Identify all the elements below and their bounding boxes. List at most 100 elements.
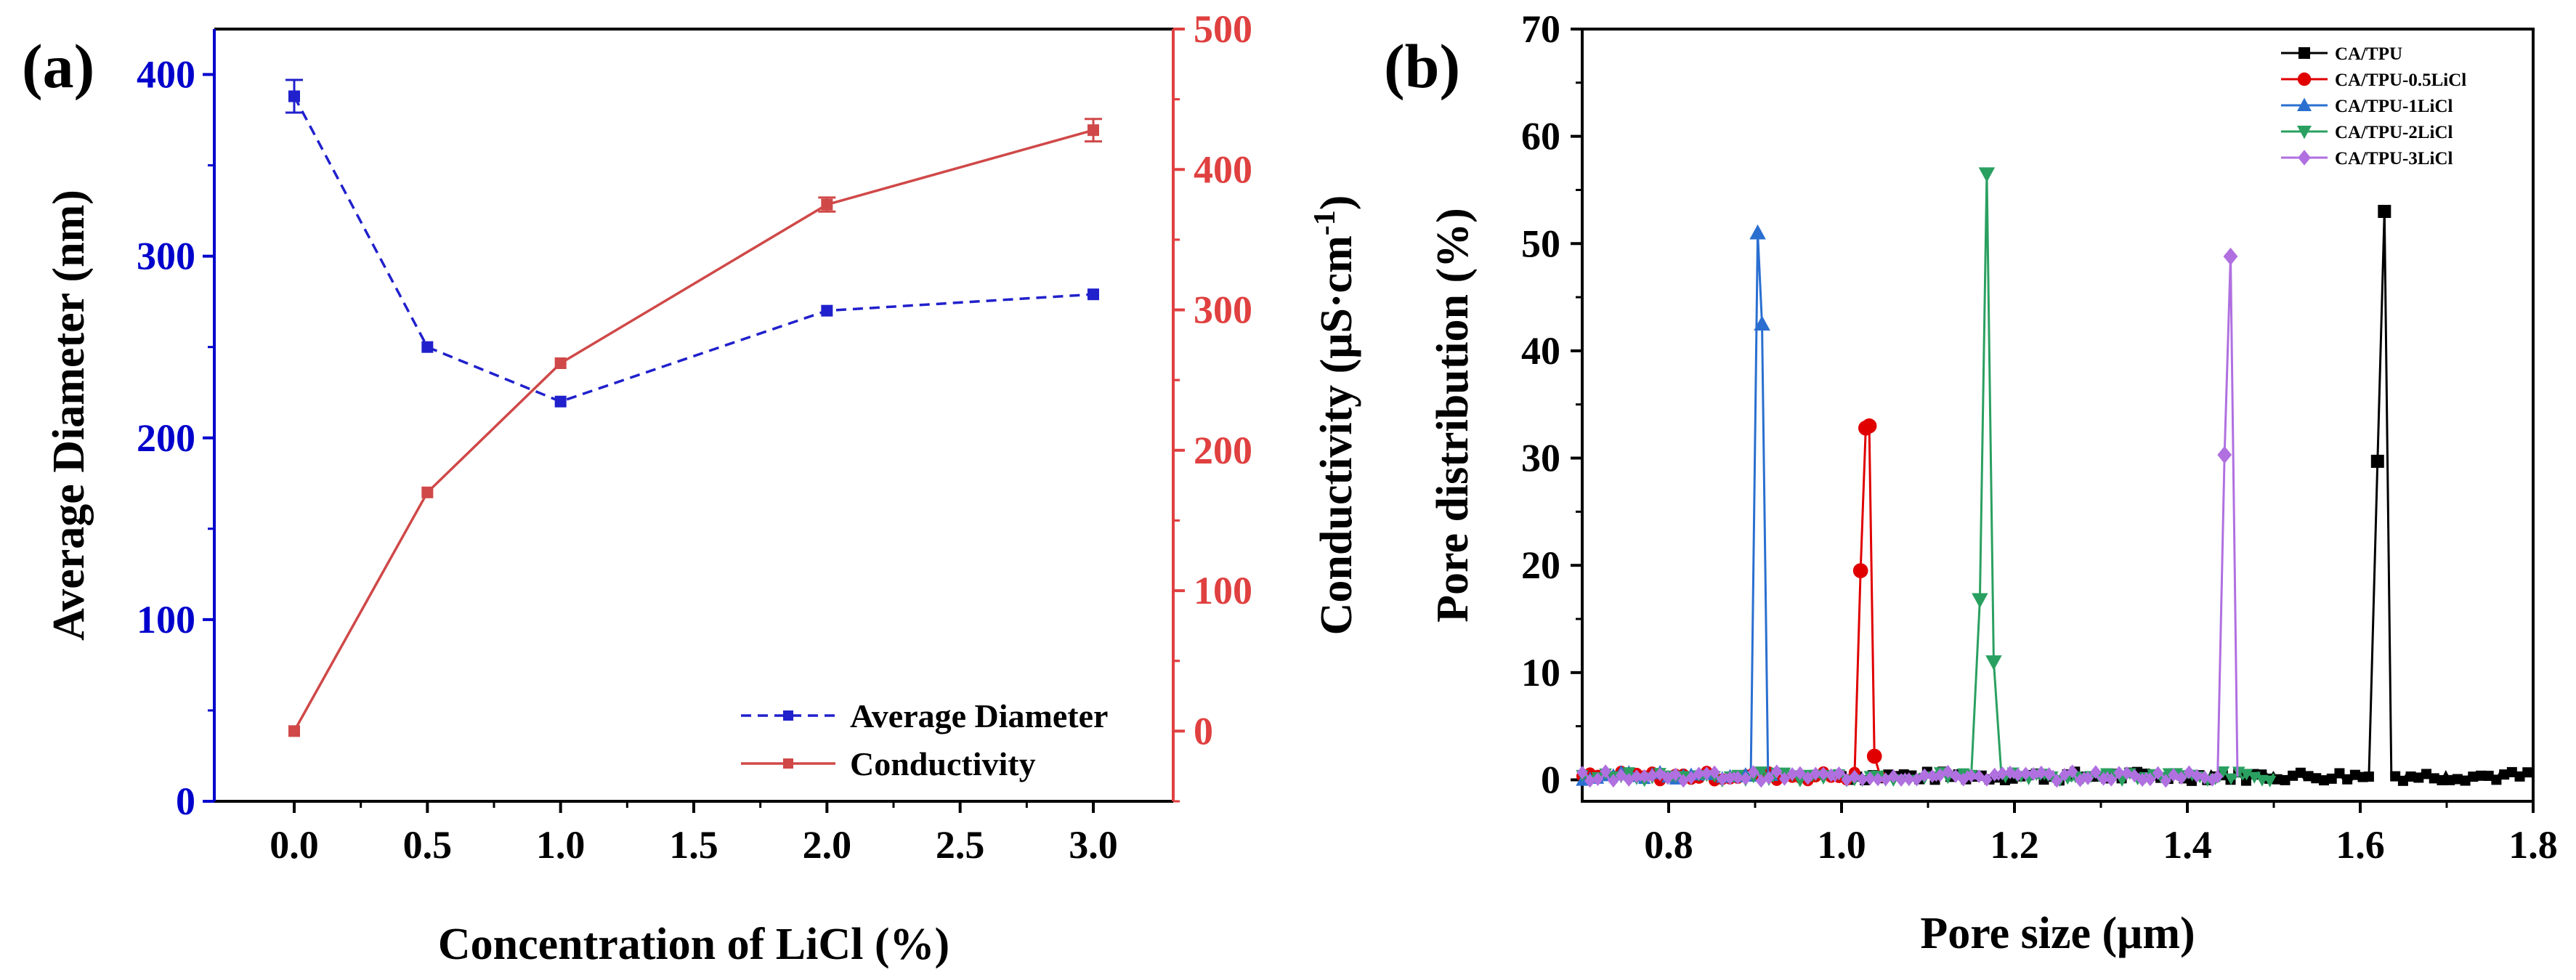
data-point — [1701, 766, 1713, 781]
panel-b-chart: (b) 0.8 1.0 1.2 1.4 1.6 1.8 0 10 20 30 40 50 60 70 Po… — [1384, 7, 2558, 958]
legend-label-average-diameter: Average Diameter — [850, 697, 1108, 734]
plot-frame — [1581, 28, 2535, 803]
data-point — [2288, 770, 2298, 781]
data-point — [2028, 766, 2039, 781]
data-point — [1872, 772, 1884, 787]
right-axis-label-end: ) — [1312, 195, 1361, 211]
data-point — [1740, 772, 1751, 786]
left-tick-label: 200 — [137, 416, 195, 460]
data-point — [2097, 772, 2110, 786]
panel-a-series — [285, 78, 1102, 737]
legend-label-conductivity: Conductivity — [850, 745, 1036, 782]
data-point — [2319, 775, 2330, 786]
x-tick-label: 1.5 — [669, 823, 718, 867]
data-point — [2491, 774, 2502, 785]
data-point — [2199, 770, 2211, 785]
data-point — [1903, 772, 1915, 787]
data-point — [421, 341, 434, 353]
y-tick-label: 10 — [1521, 651, 1560, 694]
data-point — [1693, 766, 1705, 781]
panel-b-series — [1576, 167, 2533, 788]
legend-label-ca-tpu-0-5licl: CA/TPU-0.5LiCl — [2335, 70, 2466, 90]
x-tick-label: 1.0 — [1817, 823, 1866, 867]
legend-marker — [2298, 150, 2311, 166]
data-point — [1778, 772, 1791, 786]
panel-a-chart: (a) 0.0 0.5 1.0 1.5 2.0 2.5 3.0 0 100 200 300 400 0 1… — [22, 7, 1361, 969]
y-tick-label: 20 — [1521, 543, 1560, 587]
series-line-conductivity — [293, 129, 1094, 732]
data-point — [2468, 772, 2479, 782]
data-point — [1978, 167, 1996, 183]
x-tick-label: 1.6 — [2336, 823, 2385, 867]
series-line-ca-tpu — [1841, 211, 2532, 783]
data-point — [1592, 772, 1604, 786]
right-tick-label: 300 — [1194, 288, 1252, 332]
right-tick-label: 200 — [1194, 429, 1252, 472]
data-point — [2051, 774, 2063, 788]
data-point — [1786, 767, 1798, 782]
data-point — [2082, 771, 2094, 785]
data-point — [1919, 768, 1930, 782]
legend-marker — [2297, 97, 2312, 111]
data-point — [1685, 771, 1697, 785]
x-tick-label: 0.5 — [403, 823, 453, 867]
right-axis-label-sup: -1 — [1308, 210, 1342, 235]
data-point — [2223, 247, 2238, 266]
panel-b-axes: 0.8 1.0 1.2 1.4 1.6 1.8 0 10 20 30 40 50 60 70 — [1521, 7, 2558, 867]
data-point — [1709, 765, 1720, 779]
data-point — [2413, 772, 2424, 783]
panel-b-y-axis-label: Pore distribution (%) — [1428, 208, 1478, 623]
data-point — [554, 395, 567, 408]
data-point — [1856, 772, 1868, 787]
data-point — [554, 357, 567, 369]
series-line-ca-tpu-0-5licl — [1581, 424, 1882, 782]
data-point — [2004, 765, 2016, 779]
data-point — [1864, 772, 1876, 786]
data-point — [1631, 769, 1643, 784]
y-tick-label: 0 — [1541, 758, 1560, 801]
x-tick-label: 0.0 — [270, 823, 319, 867]
data-point — [2152, 766, 2164, 780]
data-point — [2129, 769, 2141, 783]
legend-marker — [783, 710, 793, 721]
data-point — [1747, 765, 1759, 779]
data-point — [2363, 772, 2374, 782]
data-point — [1895, 773, 1907, 787]
panel-b-x-axis-label: Pore size (μm) — [1920, 909, 2195, 958]
data-point — [821, 304, 833, 317]
y-tick-label: 30 — [1521, 437, 1560, 480]
data-point — [288, 90, 300, 102]
data-point — [1826, 768, 1837, 782]
right-tick-label: 100 — [1194, 569, 1252, 612]
left-tick-label: 0 — [176, 779, 195, 823]
data-point — [1749, 224, 1766, 240]
data-point — [1615, 768, 1627, 782]
data-point — [2105, 772, 2117, 787]
data-point — [2390, 771, 2401, 782]
left-tick-label: 100 — [137, 598, 195, 641]
x-tick-label: 0.8 — [1644, 823, 1693, 867]
data-point — [1584, 774, 1596, 788]
data-point — [1818, 766, 1829, 781]
legend-marker — [2297, 72, 2312, 86]
data-point — [1771, 764, 1783, 779]
data-point — [2280, 774, 2291, 785]
data-point — [1608, 774, 1619, 788]
data-point — [1996, 766, 2009, 780]
data-point — [1810, 766, 1821, 781]
data-point — [2506, 766, 2517, 777]
series-line-ca-tpu-2licl — [1581, 174, 2275, 783]
data-point — [2240, 769, 2253, 781]
data-point — [1646, 769, 1658, 782]
data-point — [1802, 771, 1814, 785]
data-point — [1927, 769, 1938, 783]
data-point — [1717, 772, 1728, 787]
data-point — [2370, 454, 2384, 468]
data-point — [1958, 772, 1969, 787]
data-point — [2012, 767, 2024, 782]
data-point — [1662, 771, 1674, 785]
data-point — [421, 486, 434, 498]
y-tick-label: 60 — [1521, 115, 1560, 158]
data-point — [2043, 767, 2055, 782]
